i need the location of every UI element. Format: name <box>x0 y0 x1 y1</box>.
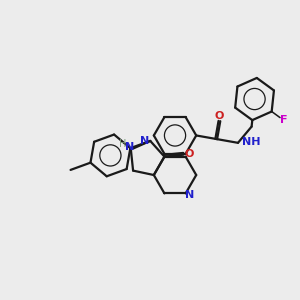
Text: H: H <box>119 139 126 148</box>
Text: N: N <box>125 142 134 152</box>
Text: NH: NH <box>242 137 260 147</box>
Text: N: N <box>184 190 194 200</box>
Text: F: F <box>280 116 288 125</box>
Text: N: N <box>140 136 150 146</box>
Text: O: O <box>215 111 224 121</box>
Text: O: O <box>184 149 194 159</box>
